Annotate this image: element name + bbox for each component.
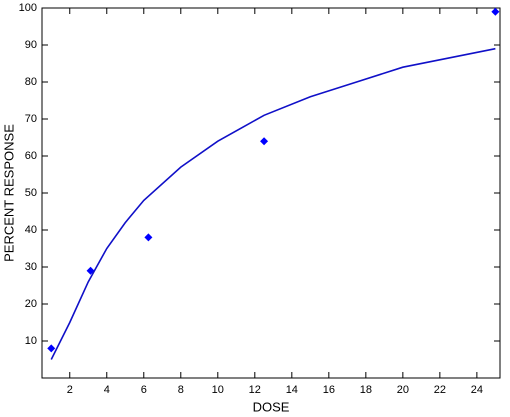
- y-tick-label: 90: [25, 39, 37, 51]
- x-tick-label: 6: [141, 384, 147, 396]
- y-axis-title: PERCENT RESPONSE: [1, 124, 16, 262]
- x-axis-title: DOSE: [253, 399, 290, 414]
- y-tick-label: 80: [25, 76, 37, 88]
- data-point: [47, 344, 56, 353]
- y-tick-label: 30: [25, 261, 37, 273]
- y-tick-label: 70: [25, 113, 37, 125]
- x-tick-label: 2: [67, 384, 73, 396]
- y-tick-label: 40: [25, 224, 37, 236]
- x-tick-label: 4: [104, 384, 110, 396]
- x-tick-label: 12: [249, 384, 261, 396]
- x-tick-label: 20: [397, 384, 409, 396]
- data-point: [260, 137, 269, 146]
- y-tick-label: 50: [25, 187, 37, 199]
- x-tick-label: 10: [212, 384, 224, 396]
- fit-line: [50, 47, 496, 360]
- x-tick-label: 16: [323, 384, 335, 396]
- data-point: [144, 233, 153, 242]
- x-tick-label: 8: [178, 384, 184, 396]
- y-tick-label: 100: [19, 2, 37, 14]
- x-tick-label: 18: [360, 384, 372, 396]
- data-point: [491, 7, 500, 16]
- x-tick-label: 14: [286, 384, 298, 396]
- x-tick-label: 24: [471, 384, 483, 396]
- y-tick-label: 20: [25, 298, 37, 310]
- y-tick-label: 60: [25, 150, 37, 162]
- plot-frame: [41, 7, 501, 379]
- x-tick-label: 22: [434, 384, 446, 396]
- y-tick-label: 10: [25, 335, 37, 347]
